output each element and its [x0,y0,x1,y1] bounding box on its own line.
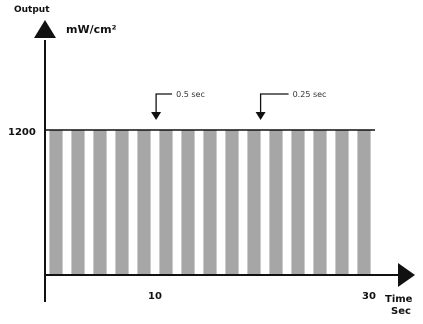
y-axis [34,20,56,302]
x-tick-label: 30 [362,291,376,302]
pulse-bar [137,130,151,275]
pulse-bar [225,130,239,275]
y-axis-arrow-icon [34,20,56,38]
annotation-label: 0.5 sec [176,90,205,99]
pulse-bar [93,130,107,275]
pulse-bar [49,130,63,275]
pulse-bar [291,130,305,275]
annotation-label: 0.25 sec [293,90,327,99]
annotation-quarter-second: 0.25 sec [255,90,327,120]
x-axis-title: Time [385,294,413,305]
annotation-arrow-icon [255,112,266,120]
pulse-bars [49,130,371,275]
pulse-bar [269,130,283,275]
pulse-bar [357,130,371,275]
x-axis [44,263,415,287]
pulse-bar [71,130,85,275]
pulse-bar [247,130,261,275]
x-tick-label: 10 [148,291,162,302]
pulse-bar [159,130,173,275]
y-tick-label: 1200 [8,127,36,138]
annotation-arrow-icon [151,112,162,120]
x-axis-arrow-icon [398,263,415,287]
pulse-bar [203,130,217,275]
pulse-bar [313,130,327,275]
pulse-bar [181,130,195,275]
y-axis-title: Output [14,5,50,15]
y-axis-unit: mW/cm² [66,23,117,36]
x-axis-unit: Sec [391,306,411,317]
pulse-bar [335,130,349,275]
annotation-half-second: 0.5 sec [151,90,205,120]
pulse-bar [115,130,129,275]
